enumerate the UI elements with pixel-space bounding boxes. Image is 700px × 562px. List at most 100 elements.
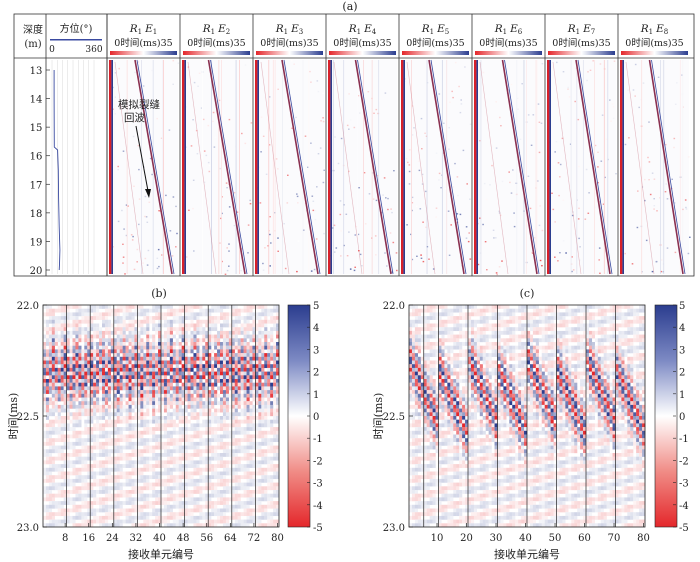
heat-cell [54,504,58,509]
heat-cell [104,356,109,361]
noise-speck [512,103,515,106]
heat-cell [237,464,241,468]
depth-unit: (m) [24,39,41,50]
heat-cell [234,445,238,450]
noise-speck [267,245,269,247]
heat-cell [187,419,191,424]
heat-cell [134,393,138,398]
heat-cell [75,471,79,476]
heat-cell [140,471,144,476]
heat-cell [261,408,265,413]
heat-cell [172,445,176,450]
heat-cell [57,353,61,357]
heat-cell [87,490,91,494]
heat-cell [187,316,191,320]
heat-cell [214,523,218,528]
noise-speck [440,187,442,189]
heat-cell [205,419,209,424]
heat-cell [193,427,197,431]
heat-cell [99,460,103,465]
heat-cell [220,345,224,350]
heat-cell [196,423,200,428]
heat-cell [220,460,224,465]
depth-tick-label: 17 [30,180,43,191]
heat-cell [184,371,188,376]
heat-cell [93,397,97,402]
noise-speck [520,159,523,161]
receiver-time-axis-label: 0时间(ms)35 [114,37,172,49]
heat-cell [66,441,70,446]
noise-speck [260,151,262,153]
heat-cell [51,371,55,376]
heat-cell [184,504,188,509]
heat-cell [214,345,218,350]
heat-cell [116,504,120,509]
heat-cell [409,478,413,483]
heat-cell [84,427,88,431]
heat-cell [125,386,129,391]
heat-cell [63,519,67,524]
heat-cell [249,423,253,428]
heat-cell [178,427,182,431]
heat-cell [54,375,58,380]
heat-cell [199,497,203,502]
noise-speck [118,67,120,70]
noise-speck [293,63,295,65]
noise-speck [357,233,360,236]
heat-cell [222,464,227,468]
heat-cell [122,419,126,424]
heat-cell [119,486,123,491]
heat-cell [196,364,200,369]
heat-cell [48,453,52,457]
heat-cell [196,349,200,354]
heat-cell [258,497,262,502]
heat-cell [152,401,156,406]
heat-cell [140,497,144,502]
heat-cell [273,464,277,468]
heat-cell [75,515,79,520]
heat-cell [205,356,209,361]
heat-cell [51,397,55,402]
heat-cell [231,508,235,513]
heat-cell [231,371,235,376]
heat-cell [57,386,61,391]
heat-cell [140,523,144,528]
heat-cell [243,486,247,491]
heat-cell [69,393,73,398]
heat-cell [193,486,197,491]
heat-cell [81,493,85,498]
heat-cell [140,397,144,402]
heat-cell [193,327,197,332]
heat-cell [409,490,413,494]
heat-cell [72,515,76,520]
heat-cell [214,504,218,509]
heat-cell [128,512,132,517]
heat-cell [63,441,67,446]
noise-speck [602,203,605,205]
heat-cell [208,382,212,387]
heat-cell [217,393,221,398]
heat-cell [45,382,50,387]
heat-cell [261,353,265,357]
heat-cell [84,316,88,320]
heat-cell [96,353,100,357]
heat-cell [252,367,256,372]
heat-cell [246,508,250,513]
heat-cell [231,416,235,420]
receiver-trace [264,305,268,528]
heat-cell [63,316,67,320]
noise-speck [501,180,504,183]
heat-cell [178,445,182,450]
heat-cell [258,360,262,365]
heat-cell [202,349,206,354]
heat-cell [81,408,85,413]
heat-cell [214,305,218,309]
heat-cell [276,393,280,398]
heat-cell [66,438,70,443]
heat-cell [267,501,271,505]
heat-cell [190,453,194,457]
heat-cell [231,408,235,413]
heat-cell [51,419,55,424]
noise-speck [585,168,588,171]
noise-speck [479,217,481,219]
